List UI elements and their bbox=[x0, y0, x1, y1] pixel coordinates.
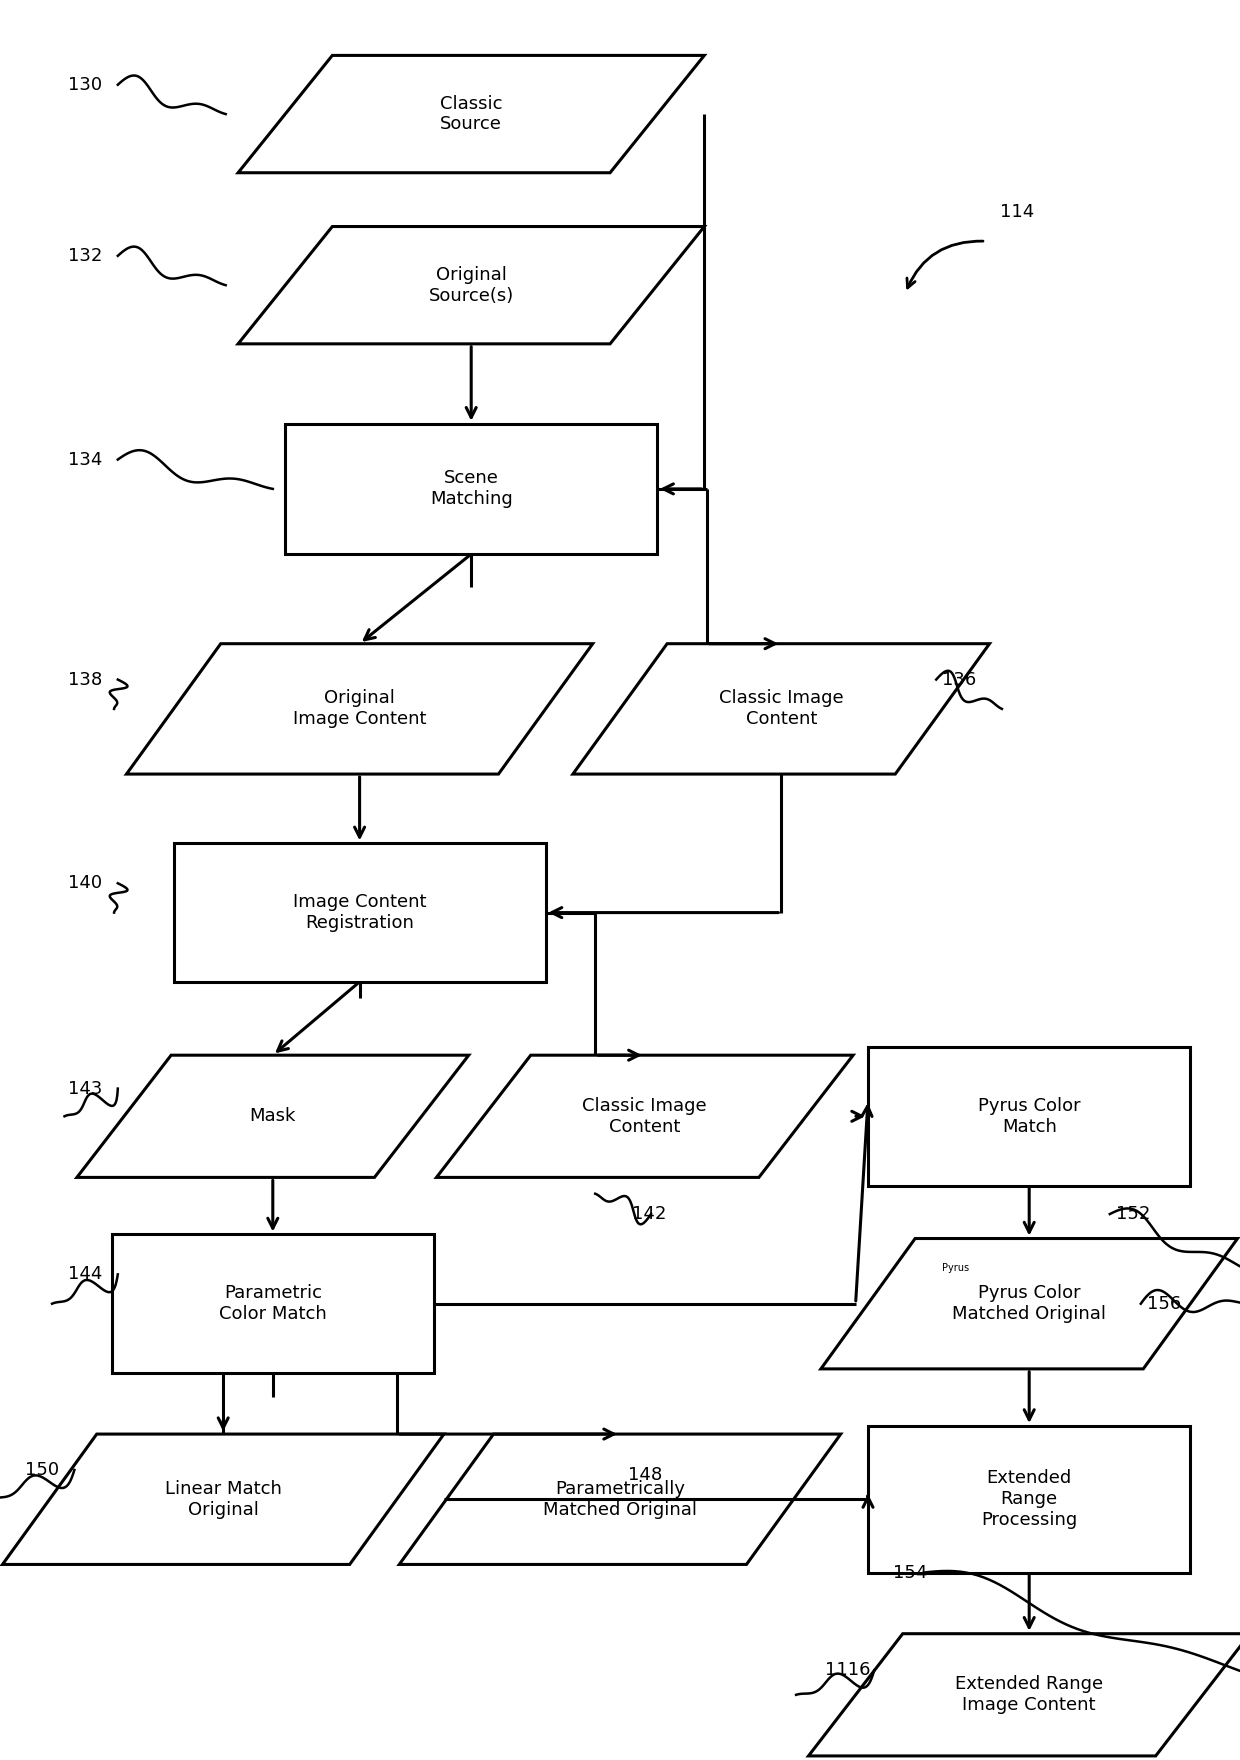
Polygon shape bbox=[399, 1434, 841, 1565]
Text: Parametrically
Matched Original: Parametrically Matched Original bbox=[543, 1480, 697, 1519]
Text: Mask: Mask bbox=[249, 1107, 296, 1125]
Text: 130: 130 bbox=[68, 76, 103, 93]
Polygon shape bbox=[238, 227, 704, 343]
Bar bbox=[285, 424, 657, 554]
Bar bbox=[868, 1426, 1190, 1573]
Polygon shape bbox=[436, 1056, 853, 1177]
Polygon shape bbox=[238, 55, 704, 172]
Text: Pyrus Color
Match: Pyrus Color Match bbox=[978, 1096, 1080, 1135]
Text: 132: 132 bbox=[68, 246, 103, 264]
Text: 148: 148 bbox=[627, 1466, 662, 1484]
FancyArrowPatch shape bbox=[906, 241, 983, 289]
Text: 154: 154 bbox=[893, 1563, 928, 1582]
Text: 1116: 1116 bbox=[825, 1661, 870, 1679]
Bar bbox=[174, 843, 546, 982]
Text: Parametric
Color Match: Parametric Color Match bbox=[219, 1285, 326, 1324]
Text: 134: 134 bbox=[68, 451, 103, 468]
Text: 143: 143 bbox=[68, 1079, 103, 1098]
Text: Original
Image Content: Original Image Content bbox=[293, 690, 427, 729]
Text: 144: 144 bbox=[68, 1265, 103, 1283]
Text: 150: 150 bbox=[25, 1461, 60, 1478]
Polygon shape bbox=[821, 1239, 1238, 1369]
Polygon shape bbox=[2, 1434, 444, 1565]
Text: 138: 138 bbox=[68, 671, 103, 688]
Text: Scene
Matching: Scene Matching bbox=[430, 470, 512, 509]
Text: Extended
Range
Processing: Extended Range Processing bbox=[981, 1470, 1078, 1529]
Text: 140: 140 bbox=[68, 875, 103, 892]
Text: Pyrus: Pyrus bbox=[942, 1264, 970, 1272]
Text: 114: 114 bbox=[999, 202, 1034, 220]
Text: 136: 136 bbox=[942, 671, 977, 688]
Polygon shape bbox=[573, 644, 990, 774]
Text: Classic
Source: Classic Source bbox=[440, 95, 502, 134]
Text: Pyrus Color
Matched Original: Pyrus Color Matched Original bbox=[952, 1285, 1106, 1324]
Text: Image Content
Registration: Image Content Registration bbox=[293, 892, 427, 933]
Text: Linear Match
Original: Linear Match Original bbox=[165, 1480, 281, 1519]
Text: Classic Image
Content: Classic Image Content bbox=[583, 1096, 707, 1135]
Polygon shape bbox=[808, 1633, 1240, 1756]
Text: 142: 142 bbox=[632, 1206, 667, 1223]
Polygon shape bbox=[126, 644, 593, 774]
Polygon shape bbox=[77, 1056, 469, 1177]
Bar bbox=[112, 1234, 434, 1373]
Text: 156: 156 bbox=[1147, 1295, 1182, 1313]
Bar bbox=[868, 1047, 1190, 1186]
Text: Classic Image
Content: Classic Image Content bbox=[719, 690, 843, 729]
Text: Original
Source(s): Original Source(s) bbox=[429, 266, 513, 304]
Text: Extended Range
Image Content: Extended Range Image Content bbox=[955, 1676, 1104, 1714]
Text: 152: 152 bbox=[1116, 1206, 1151, 1223]
